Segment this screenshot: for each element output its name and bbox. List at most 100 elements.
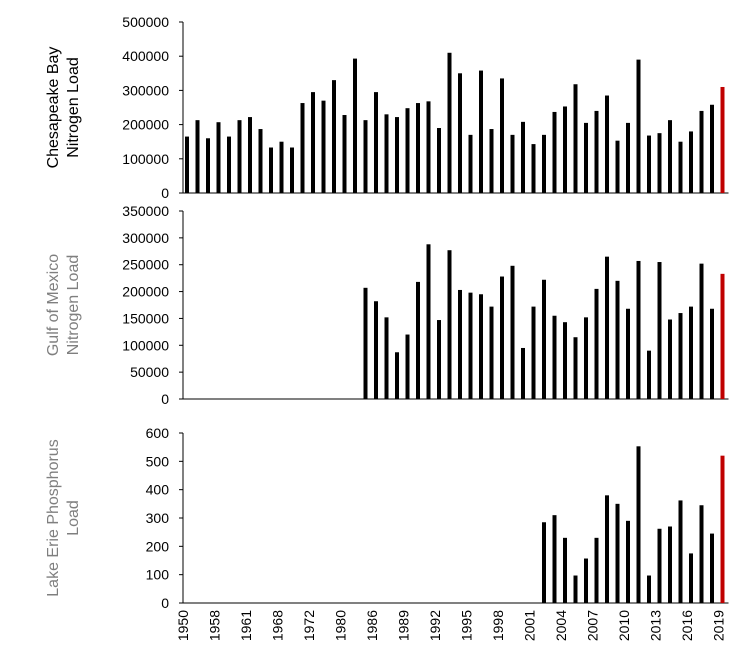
bar — [185, 136, 189, 193]
bar — [699, 505, 704, 603]
bar — [521, 347, 525, 399]
bar — [489, 129, 494, 193]
y-axis-label: Nitrogen Load — [65, 57, 82, 158]
bar — [699, 110, 704, 193]
bar — [594, 110, 599, 193]
bar — [510, 134, 515, 193]
y-tick-label: 500000 — [122, 14, 169, 30]
bar — [626, 308, 630, 399]
y-tick-label: 600 — [146, 425, 170, 441]
bar — [426, 101, 431, 193]
bar — [206, 138, 210, 193]
bar — [594, 288, 599, 399]
y-tick-label: 300 — [146, 510, 170, 526]
y-tick-label: 350000 — [122, 203, 169, 219]
y-axis-label: Chesapeake Bay — [45, 47, 62, 169]
bar — [605, 495, 609, 603]
bar — [657, 528, 662, 603]
bar — [710, 308, 714, 399]
bar — [678, 313, 683, 399]
bar — [342, 115, 347, 193]
bar — [626, 520, 630, 603]
bar — [405, 108, 410, 193]
bar — [615, 140, 620, 193]
x-tick-label: 1995 — [459, 610, 475, 641]
bar — [531, 144, 536, 193]
bar — [668, 526, 672, 603]
bar — [195, 120, 200, 193]
bar — [668, 319, 672, 399]
bar — [594, 537, 599, 603]
y-tick-label: 200000 — [122, 284, 169, 300]
x-tick-label: 1992 — [427, 610, 443, 641]
x-tick-label: 1986 — [364, 610, 380, 641]
bar — [479, 70, 483, 193]
bar — [552, 515, 557, 603]
bar — [584, 317, 588, 399]
y-tick-label: 0 — [161, 185, 169, 201]
x-tick-label: 1980 — [333, 610, 349, 641]
bar — [689, 553, 693, 603]
bar — [584, 558, 588, 603]
bar — [258, 129, 263, 193]
y-tick-label: 500 — [146, 453, 170, 469]
bar — [363, 287, 368, 399]
bar — [626, 122, 630, 193]
bar — [657, 262, 662, 399]
bar — [353, 58, 357, 194]
x-tick-label: 1958 — [207, 610, 223, 641]
bar — [573, 337, 578, 399]
bar — [647, 350, 651, 399]
bar — [668, 120, 672, 193]
y-axis-label: Nitrogen Load — [65, 255, 82, 356]
y-tick-label: 100000 — [122, 337, 169, 353]
bar — [689, 131, 693, 193]
bar — [437, 320, 441, 399]
bar — [720, 86, 725, 193]
bar — [647, 135, 651, 193]
bar — [500, 276, 504, 399]
bar — [458, 289, 462, 399]
y-axis-label: Lake Erie Phosphorus — [45, 439, 62, 596]
bar — [605, 256, 609, 399]
x-tick-label: 1961 — [238, 610, 254, 641]
y-tick-label: 400000 — [122, 48, 169, 64]
bar — [542, 522, 546, 603]
bar — [615, 280, 620, 399]
x-tick-label: 1950 — [175, 610, 191, 641]
y-tick-label: 100 — [146, 567, 170, 583]
bar — [269, 147, 273, 193]
y-tick-label: 0 — [161, 391, 169, 407]
bar — [405, 334, 410, 399]
bar — [563, 537, 567, 603]
bar — [584, 122, 588, 193]
bar — [678, 500, 683, 603]
bar — [647, 575, 651, 603]
bar — [290, 147, 294, 193]
bar — [657, 133, 662, 193]
x-tick-label: 1968 — [270, 610, 286, 641]
x-tick-label: 2016 — [679, 610, 695, 641]
bar — [321, 100, 326, 193]
bar — [468, 292, 473, 399]
x-tick-label: 2004 — [553, 610, 569, 641]
y-tick-label: 300000 — [122, 230, 169, 246]
bar — [279, 141, 284, 193]
x-tick-label: 2013 — [648, 610, 664, 641]
bar — [636, 59, 641, 194]
bar — [416, 103, 420, 193]
bar — [689, 306, 693, 399]
bar — [573, 575, 578, 603]
x-tick-label: 2010 — [616, 610, 632, 641]
y-tick-label: 300000 — [122, 82, 169, 98]
bar — [500, 78, 504, 193]
y-axis-label: Gulf of Mexico — [45, 254, 62, 356]
bar — [227, 136, 231, 193]
bar — [374, 92, 378, 193]
bar — [542, 279, 546, 399]
bar — [374, 301, 378, 399]
bar — [248, 117, 252, 193]
bar — [563, 106, 567, 193]
x-tick-label: 1998 — [490, 610, 506, 641]
